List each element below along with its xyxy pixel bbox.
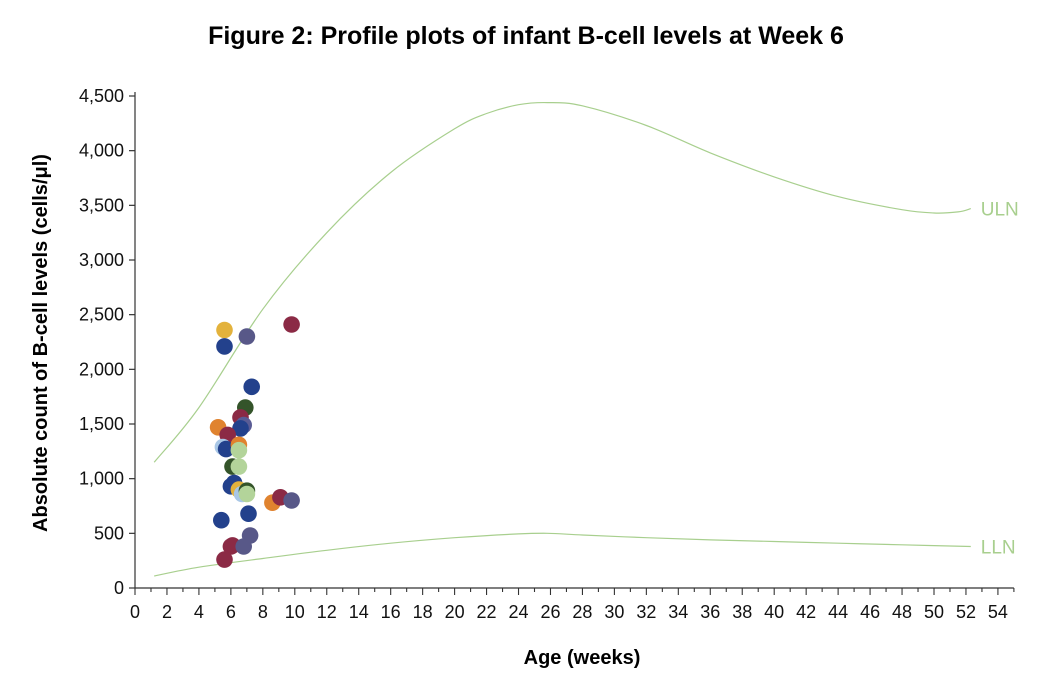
x-tick-label: 10 bbox=[285, 602, 305, 622]
y-tick-label: 4,500 bbox=[79, 86, 124, 106]
axes: 05001,0001,5002,0002,5003,0003,5004,0004… bbox=[79, 86, 1015, 622]
x-tick-label: 20 bbox=[445, 602, 465, 622]
x-tick-label: 36 bbox=[700, 602, 720, 622]
reference-line-lln bbox=[154, 532, 971, 577]
x-tick-label: 34 bbox=[668, 602, 688, 622]
x-tick-label: 30 bbox=[604, 602, 624, 622]
data-point bbox=[238, 485, 256, 503]
data-point bbox=[230, 441, 248, 459]
x-tick-label: 28 bbox=[572, 602, 592, 622]
x-tick-label: 8 bbox=[258, 602, 268, 622]
reference-label-lln: LLN bbox=[981, 537, 1016, 558]
data-point bbox=[216, 551, 233, 568]
x-tick-label: 44 bbox=[828, 602, 848, 622]
x-tick-label: 38 bbox=[732, 602, 752, 622]
x-tick-label: 52 bbox=[956, 602, 976, 622]
data-point bbox=[217, 440, 235, 458]
x-tick-label: 14 bbox=[349, 602, 369, 622]
data-point bbox=[283, 316, 300, 333]
y-tick-label: 500 bbox=[94, 523, 124, 543]
data-point bbox=[238, 328, 256, 345]
x-tick-label: 48 bbox=[892, 602, 912, 622]
x-axis-title: Age (weeks) bbox=[524, 647, 641, 669]
y-tick-label: 3,500 bbox=[79, 195, 124, 215]
y-tick-label: 2,000 bbox=[79, 359, 124, 379]
x-tick-label: 42 bbox=[796, 602, 816, 622]
x-tick-label: 32 bbox=[636, 602, 656, 622]
data-points bbox=[209, 316, 300, 568]
x-tick-label: 24 bbox=[509, 602, 529, 622]
x-tick-label: 18 bbox=[413, 602, 433, 622]
data-point bbox=[243, 378, 260, 396]
y-tick-label: 4,000 bbox=[79, 141, 124, 161]
x-tick-label: 26 bbox=[540, 602, 560, 622]
chart-title: Figure 2: Profile plots of infant B-cell… bbox=[208, 22, 844, 50]
data-point bbox=[240, 505, 257, 522]
x-tick-label: 0 bbox=[130, 602, 140, 622]
data-point bbox=[235, 538, 252, 555]
x-tick-label: 40 bbox=[764, 602, 784, 622]
x-tick-label: 46 bbox=[860, 602, 880, 622]
data-point bbox=[283, 492, 300, 509]
x-tick-label: 12 bbox=[317, 602, 337, 622]
x-tick-label: 22 bbox=[477, 602, 497, 622]
y-axis-title: Absolute count of B-cell levels (cells/μ… bbox=[30, 154, 52, 532]
data-point bbox=[230, 458, 248, 475]
data-point bbox=[216, 321, 233, 339]
reference-label-uln: ULN bbox=[981, 200, 1019, 221]
data-point bbox=[216, 338, 233, 355]
y-tick-label: 1,500 bbox=[79, 414, 124, 434]
y-tick-label: 2,500 bbox=[79, 305, 124, 325]
data-point bbox=[213, 511, 230, 529]
x-tick-label: 4 bbox=[194, 602, 204, 622]
reference-line-uln bbox=[153, 101, 971, 463]
x-tick-label: 50 bbox=[924, 602, 944, 622]
data-point bbox=[232, 420, 249, 437]
x-tick-label: 16 bbox=[381, 602, 401, 622]
x-tick-label: 54 bbox=[988, 602, 1008, 622]
x-tick-label: 6 bbox=[226, 602, 236, 622]
y-tick-label: 0 bbox=[114, 578, 124, 598]
y-tick-label: 1,000 bbox=[79, 469, 124, 489]
reference-lines: ULN LLN bbox=[153, 101, 1019, 577]
y-tick-label: 3,000 bbox=[79, 250, 124, 270]
x-tick-label: 2 bbox=[162, 602, 172, 622]
